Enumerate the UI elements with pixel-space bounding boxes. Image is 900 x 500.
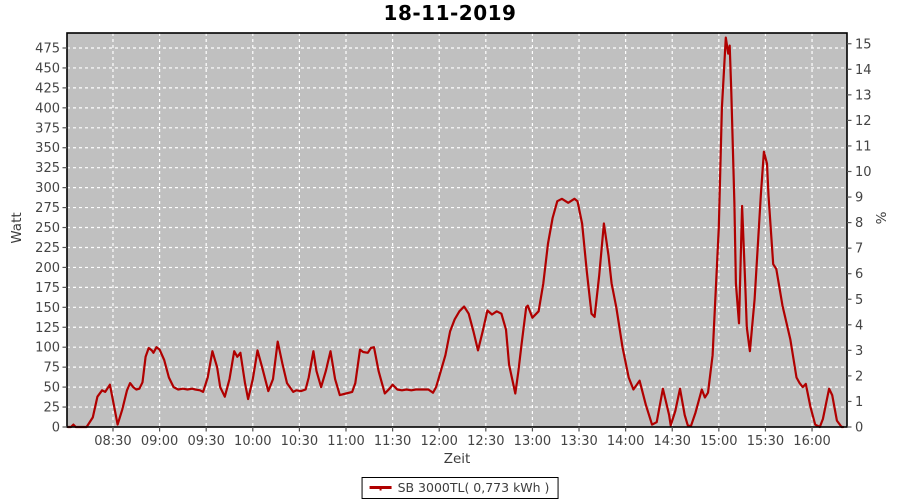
left-axis-tick-label: 325 (35, 161, 60, 176)
left-axis-tick-label: 150 (35, 301, 60, 316)
x-axis-tick-label: 10:30 (281, 434, 318, 449)
x-axis-tick-label: 13:00 (514, 434, 551, 449)
y-axis-label-left: Watt (9, 212, 25, 244)
left-axis-tick-label: 275 (35, 201, 60, 216)
right-axis-tick-label: 3 (855, 344, 863, 359)
x-axis-tick-label: 15:00 (700, 434, 737, 449)
left-axis-tick-label: 425 (35, 81, 60, 96)
chart-title: 18-11-2019 (383, 1, 517, 25)
right-axis-tick-label: 13 (855, 88, 872, 103)
plot-background (67, 33, 847, 427)
x-axis-tick-label: 10:00 (234, 434, 271, 449)
right-axis-tick-label: 6 (855, 267, 863, 282)
x-axis-tick-label: 14:00 (607, 434, 644, 449)
left-axis-tick-label: 100 (35, 341, 60, 356)
right-axis-tick-label: 1 (855, 395, 863, 410)
right-axis-tick-label: 11 (855, 139, 872, 154)
x-axis-tick-label: 11:30 (374, 434, 411, 449)
right-axis-tick-label: 5 (855, 293, 863, 308)
left-axis-tick-label: 250 (35, 221, 60, 236)
left-axis-tick-label: 375 (35, 121, 60, 136)
left-axis-tick-label: 400 (35, 101, 60, 116)
right-axis-tick-label: 2 (855, 369, 863, 384)
left-axis-tick-label: 75 (43, 361, 60, 376)
left-axis-tick-label: 125 (35, 321, 60, 336)
x-axis-tick-label: 13:30 (560, 434, 597, 449)
x-axis-tick-label: 16:00 (793, 434, 830, 449)
left-axis-tick-label: 0 (52, 421, 60, 436)
left-axis-tick-label: 50 (43, 381, 60, 396)
x-axis-tick-label: 12:00 (420, 434, 457, 449)
left-axis-tick-label: 475 (35, 42, 60, 57)
x-axis-tick-label: 12:30 (467, 434, 504, 449)
plot-border (66, 32, 848, 428)
right-axis-tick-label: 15 (855, 37, 872, 52)
left-axis-tick-label: 350 (35, 141, 60, 156)
legend: SB 3000TL( 0,773 kWh ) (361, 477, 559, 499)
right-axis-tick-label: 9 (855, 191, 863, 206)
left-axis-tick-label: 175 (35, 281, 60, 296)
right-axis-tick-label: 0 (855, 421, 863, 436)
left-axis-tick-label: 450 (35, 61, 60, 76)
legend-line-marker-icon (369, 486, 392, 491)
legend-label: SB 3000TL( 0,773 kWh ) (397, 480, 550, 495)
right-axis-tick-label: 12 (855, 114, 872, 129)
x-axis-tick-label: 09:00 (141, 434, 178, 449)
x-axis-tick-label: 11:00 (327, 434, 364, 449)
data-line (66, 36, 845, 429)
right-axis-tick-label: 14 (855, 63, 872, 78)
left-axis-tick-label: 200 (35, 261, 60, 276)
right-axis-tick-label: 8 (855, 216, 863, 231)
x-axis-tick-label: 09:30 (187, 434, 224, 449)
right-axis-tick-label: 10 (855, 165, 872, 180)
left-axis-tick-label: 25 (43, 401, 60, 416)
right-axis-tick-label: 7 (855, 242, 863, 257)
x-axis-tick-label: 08:30 (94, 434, 131, 449)
left-axis-tick-label: 300 (35, 181, 60, 196)
x-axis-tick-label: 14:30 (653, 434, 690, 449)
left-axis-tick-label: 225 (35, 241, 60, 256)
y-axis-label-right: % (874, 211, 890, 225)
right-axis-tick-label: 4 (855, 318, 863, 333)
x-axis-label: Zeit (443, 451, 471, 467)
x-axis-tick-label: 15:30 (747, 434, 784, 449)
